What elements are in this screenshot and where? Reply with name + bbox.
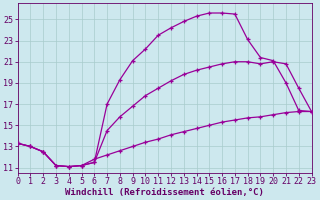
X-axis label: Windchill (Refroidissement éolien,°C): Windchill (Refroidissement éolien,°C) bbox=[65, 188, 264, 197]
